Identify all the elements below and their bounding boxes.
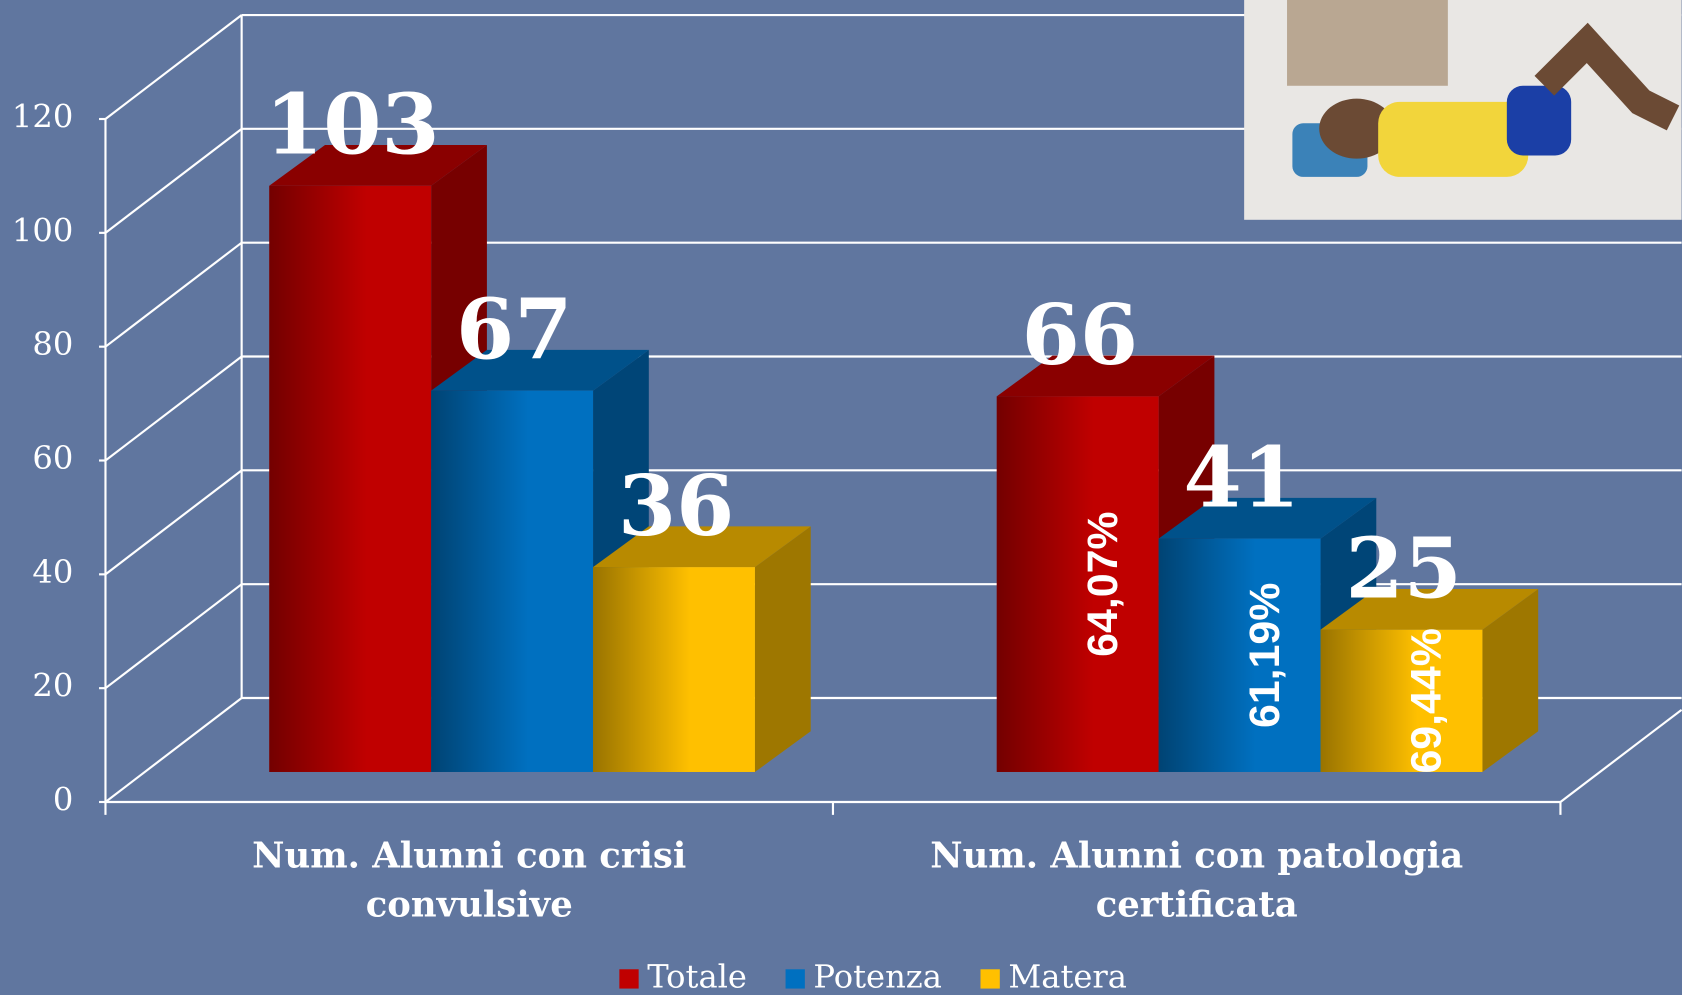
grid-line (104, 241, 243, 348)
value-label: 66 (1022, 285, 1138, 384)
bar-shade (269, 185, 432, 772)
value-label: 36 (618, 456, 734, 555)
y-tick-label: 60 (32, 439, 73, 477)
y-tick-label: 80 (32, 325, 73, 363)
photo-shorts (1506, 85, 1572, 156)
y-tick-label: 0 (53, 781, 73, 819)
percent-label: 61,19% (1241, 583, 1289, 728)
x-tick-label: Num. Alunni con patologia certificata (930, 834, 1464, 926)
grid-line (104, 697, 243, 803)
value-label: 25 (1345, 519, 1461, 618)
bar-top (269, 145, 487, 186)
bar-shade (1320, 629, 1483, 772)
legend-swatch (980, 969, 1000, 989)
grid-line (104, 14, 243, 120)
x-tick-label-box: Num. Alunni con crisi convulsive (252, 834, 687, 926)
legend: Totale Potenza Matera (619, 957, 1127, 995)
grid-line (104, 355, 243, 462)
bar-shade (593, 567, 755, 772)
value-label: 41 (1184, 427, 1300, 526)
legend-swatch (619, 969, 639, 989)
legend-label: Potenza (813, 957, 941, 995)
photo (1244, 0, 1682, 220)
photo-leg (1534, 22, 1680, 131)
grid-line (104, 583, 243, 690)
y-tick-label: 100 (12, 211, 73, 249)
grid-line (104, 127, 243, 234)
photo-shirt (1378, 101, 1529, 177)
bar-top (593, 526, 811, 568)
bar-top (431, 349, 649, 391)
bar-side (754, 526, 811, 772)
y-tick-label: 40 (32, 553, 73, 591)
x-tick-label: Num. Alunni con crisi convulsive (252, 834, 687, 926)
photo-head (1319, 98, 1395, 159)
percent-label: 69,44% (1403, 628, 1451, 773)
floor-side (1559, 708, 1682, 803)
photo-person (1287, 0, 1448, 86)
bar-top (996, 355, 1215, 397)
legend-swatch (785, 969, 805, 989)
grid-line (104, 469, 243, 576)
value-label: 103 (265, 75, 440, 174)
bar-top (1320, 588, 1539, 630)
value-label: 67 (456, 279, 572, 378)
bar-shade (431, 390, 594, 772)
x-tick-label-box: Num. Alunni con patologia certificata (930, 834, 1464, 926)
legend-label: Totale (647, 957, 747, 995)
bar-shade (1158, 538, 1321, 772)
legend-label: Matera (1008, 957, 1127, 995)
y-tick-label: 120 (12, 98, 73, 136)
percent-label: 64,07% (1079, 511, 1127, 656)
y-tick-label: 20 (32, 667, 73, 705)
bar-side (1482, 588, 1539, 772)
bar-shade (996, 396, 1159, 772)
bar-top (1158, 497, 1377, 539)
